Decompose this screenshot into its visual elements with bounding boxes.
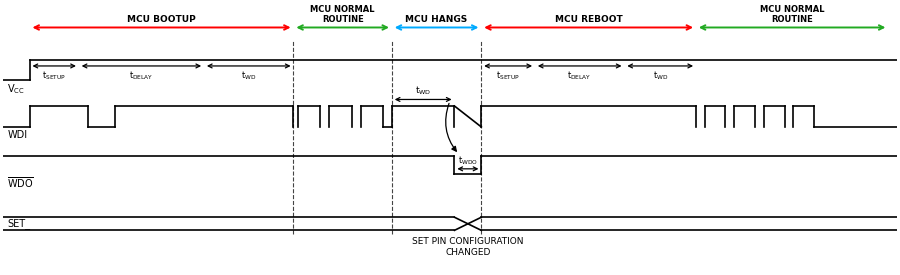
Text: t$_{\mathsf{WD}}$: t$_{\mathsf{WD}}$: [241, 69, 256, 82]
Text: V$_{\mathsf{CC}}$: V$_{\mathsf{CC}}$: [7, 82, 25, 96]
Text: t$_{\mathsf{WDO}}$: t$_{\mathsf{WDO}}$: [458, 155, 478, 167]
Text: t$_{\mathsf{DELAY}}$: t$_{\mathsf{DELAY}}$: [130, 69, 154, 82]
Text: t$_{\mathsf{SETUP}}$: t$_{\mathsf{SETUP}}$: [42, 69, 67, 82]
Text: MCU NORMAL
ROUTINE: MCU NORMAL ROUTINE: [310, 6, 375, 24]
Text: SET_: SET_: [7, 218, 31, 229]
Text: t$_{\mathsf{WD}}$: t$_{\mathsf{WD}}$: [652, 69, 668, 82]
Text: MCU HANGS: MCU HANGS: [406, 15, 468, 24]
Text: MCU BOOTUP: MCU BOOTUP: [127, 15, 196, 24]
Text: t$_{\mathsf{SETUP}}$: t$_{\mathsf{SETUP}}$: [496, 69, 520, 82]
Text: MCU NORMAL
ROUTINE: MCU NORMAL ROUTINE: [760, 6, 824, 24]
Text: $\overline{\mathsf{WDO}}$: $\overline{\mathsf{WDO}}$: [7, 175, 34, 190]
Text: t$_{\mathsf{WD}}$: t$_{\mathsf{WD}}$: [415, 85, 431, 97]
Text: MCU REBOOT: MCU REBOOT: [554, 15, 623, 24]
Text: SET PIN CONFIGURATION
CHANGED: SET PIN CONFIGURATION CHANGED: [412, 237, 524, 257]
Text: WDI: WDI: [7, 130, 27, 140]
Text: t$_{\mathsf{DELAY}}$: t$_{\mathsf{DELAY}}$: [568, 69, 592, 82]
